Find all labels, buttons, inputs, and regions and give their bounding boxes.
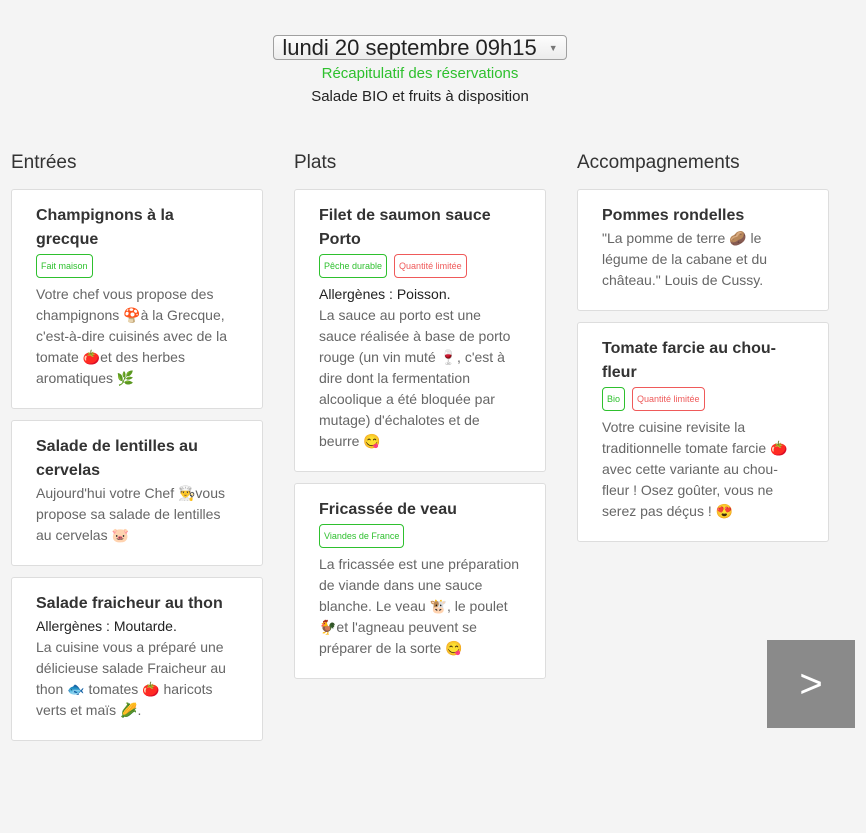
date-select[interactable]: lundi 20 septembre 09h15 ▼ bbox=[273, 34, 567, 60]
tag-badge: Quantité limitée bbox=[394, 254, 467, 278]
dish-description: "La pomme de terre 🥔 le légume de la cab… bbox=[602, 230, 768, 288]
info-text: Salade BIO et fruits à disposition bbox=[311, 88, 529, 105]
dish-card[interactable]: Salade fraicheur au thon Allergènes : Mou… bbox=[11, 577, 263, 741]
dish-description: La sauce au porto est une sauce réalisée… bbox=[319, 307, 511, 449]
allergens: Allergènes : Moutarde. bbox=[36, 618, 177, 634]
tag-list: Viandes de France bbox=[319, 524, 521, 548]
dish-card[interactable]: Filet de saumon sauce Porto Pêche durable… bbox=[294, 189, 546, 472]
dish-description: Votre cuisine revisite la traditionnelle… bbox=[602, 419, 788, 519]
dish-title: Filet de saumon sauce Porto bbox=[319, 207, 491, 248]
date-select-value: lundi 20 septembre 09h15 bbox=[282, 34, 537, 60]
dish-card[interactable]: Pommes rondelles "La pomme de terre 🥔 le … bbox=[577, 189, 829, 311]
dish-title: Salade de lentilles au cervelas bbox=[36, 438, 198, 479]
tag-badge: Viandes de France bbox=[319, 524, 405, 548]
column-title: Entrées bbox=[11, 152, 77, 173]
tag-list: Bio Quantité limitée bbox=[602, 387, 804, 411]
dish-title: Tomate farcie au chou-fleur bbox=[602, 340, 776, 381]
next-button[interactable]: > bbox=[767, 640, 855, 728]
dropdown-arrow-icon: ▼ bbox=[548, 42, 558, 53]
dish-description: La fricassée est une préparation de vian… bbox=[319, 556, 520, 656]
dish-title: Pommes rondelles bbox=[602, 207, 745, 224]
menu-column: Plats Filet de saumon sauce Porto Pêche du… bbox=[294, 152, 546, 690]
menu-column: Entrées Champignons à la grecque Fait mais… bbox=[11, 152, 263, 752]
header: lundi 20 septembre 09h15 ▼ Récapitulatif… bbox=[0, 35, 840, 105]
dish-description: La cuisine vous a préparé une délicieuse… bbox=[36, 639, 226, 718]
column-title: Accompagnements bbox=[577, 152, 740, 173]
tag-badge: Fait maison bbox=[36, 254, 93, 278]
tag-list: Fait maison bbox=[36, 254, 238, 278]
dish-description: Aujourd'hui votre Chef 👨‍🍳vous propose s… bbox=[36, 485, 225, 543]
dish-title: Fricassée de veau bbox=[319, 501, 457, 518]
tag-badge: Pêche durable bbox=[319, 254, 388, 278]
dish-description: Votre chef vous propose des champignons … bbox=[36, 286, 227, 386]
allergens: Allergènes : Poisson. bbox=[319, 286, 451, 302]
reservations-summary-link[interactable]: Récapitulatif des réservations bbox=[321, 65, 519, 82]
dish-card[interactable]: Champignons à la grecque Fait maison Votre… bbox=[11, 189, 263, 409]
tag-badge: Bio bbox=[602, 387, 626, 411]
tag-badge: Quantité limitée bbox=[632, 387, 705, 411]
dish-title: Salade fraicheur au thon bbox=[36, 595, 223, 612]
chevron-right-icon: > bbox=[799, 661, 823, 706]
dish-card[interactable]: Tomate farcie au chou-fleur Bio Quantité l… bbox=[577, 322, 829, 542]
dish-title: Champignons à la grecque bbox=[36, 207, 174, 248]
dish-card[interactable]: Fricassée de veau Viandes de France La fri… bbox=[294, 483, 546, 679]
column-title: Plats bbox=[294, 152, 337, 173]
menu-column: Accompagnements Pommes rondelles "La pomme… bbox=[577, 152, 829, 553]
dish-card[interactable]: Salade de lentilles au cervelas Aujourd'h… bbox=[11, 420, 263, 566]
tag-list: Pêche durable Quantité limitée bbox=[319, 254, 521, 278]
